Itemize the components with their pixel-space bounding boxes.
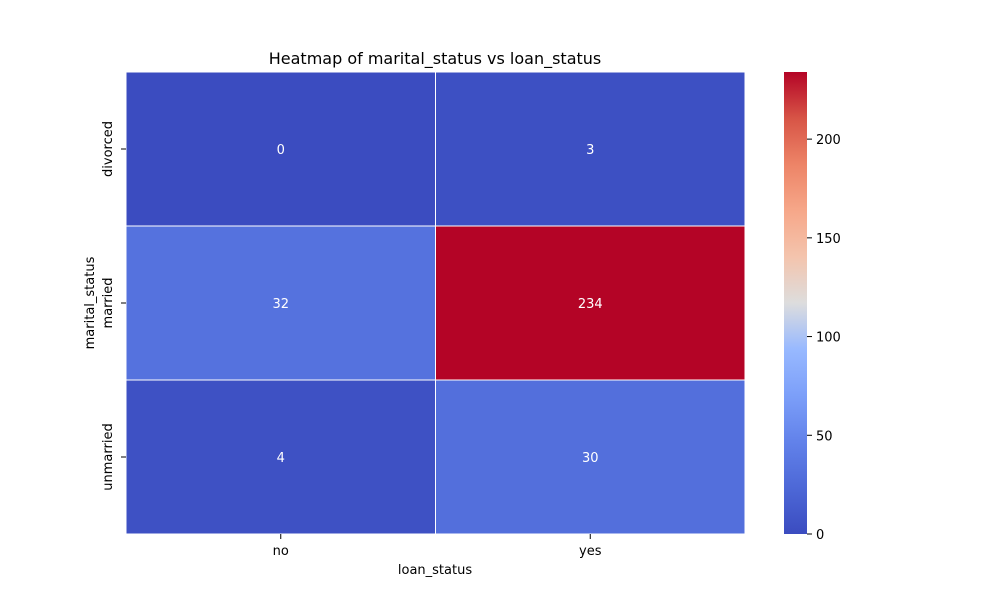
- cell-value-label: 3: [586, 143, 594, 158]
- x-tick-label: yes: [579, 544, 602, 559]
- y-tick-label: unmarried: [101, 423, 116, 490]
- heatmap-cell: [435, 71, 746, 227]
- heatmap-cells: 0 3 32 234 4 30: [125, 71, 746, 535]
- colorbar-tick-label: 50: [816, 429, 833, 444]
- cell-value-label: 4: [277, 451, 285, 466]
- y-axis-ticks: divorced married unmarried: [101, 121, 126, 491]
- colorbar: 0 50 100 150 200: [784, 72, 841, 543]
- heatmap-cell: [125, 379, 436, 535]
- cell-value-label: 234: [578, 297, 603, 312]
- colorbar-gradient: [784, 72, 807, 534]
- x-tick-label: no: [273, 544, 289, 559]
- colorbar-tick-label: 100: [816, 331, 841, 346]
- colorbar-tick-label: 0: [816, 528, 824, 543]
- chart-title: Heatmap of marital_status vs loan_status: [269, 49, 602, 69]
- heatmap-cell: [125, 225, 436, 381]
- y-axis-label: marital_status: [83, 256, 98, 349]
- cell-value-label: 32: [272, 297, 289, 312]
- heatmap-cell: [435, 225, 746, 381]
- y-tick-label: married: [101, 278, 116, 329]
- x-axis-ticks: no yes: [273, 534, 602, 559]
- y-tick-label: divorced: [101, 121, 116, 177]
- cell-value-label: 0: [277, 143, 285, 158]
- colorbar-tick-label: 200: [816, 133, 841, 148]
- cell-value-label: 30: [582, 451, 599, 466]
- heatmap-cell: [435, 379, 746, 535]
- x-axis-label: loan_status: [398, 563, 472, 578]
- heatmap-cell: [125, 71, 436, 227]
- colorbar-tick-label: 150: [816, 232, 841, 247]
